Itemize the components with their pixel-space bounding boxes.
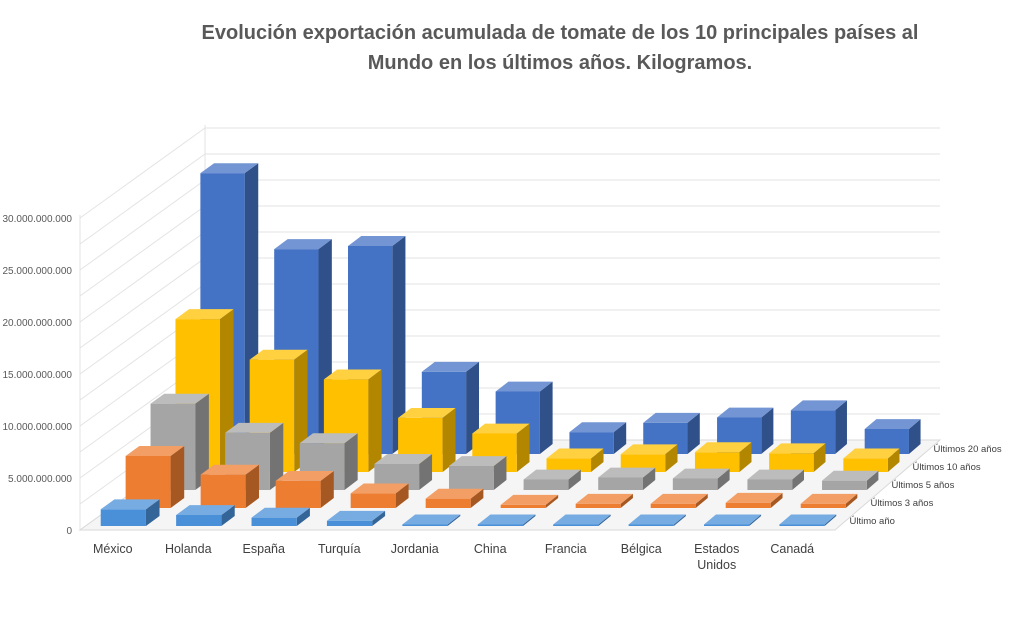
bar <box>350 483 409 508</box>
x-category-label: Turquía <box>318 542 361 556</box>
bar <box>275 471 334 508</box>
series-label: Últimos 3 años <box>871 498 934 509</box>
x-category-label: Estados Unidos <box>694 542 739 572</box>
series-labels: Último año Últimos 3 años Últimos 5 años Úl… <box>850 444 1002 527</box>
y-axis: 0 5.000.000.000 10.000.000.000 15.000.000.0… <box>2 214 72 537</box>
bar <box>125 446 185 508</box>
bar <box>546 448 604 472</box>
bar <box>725 492 783 508</box>
bar <box>100 499 160 526</box>
bar <box>790 400 847 454</box>
series-label: Últimos 5 años <box>892 480 955 491</box>
x-category-label: Bélgica <box>621 542 662 556</box>
x-category-label: Jordania <box>391 542 439 556</box>
chart-bars <box>100 163 921 526</box>
y-tick-label: 10.000.000.000 <box>2 422 72 433</box>
bar <box>569 422 627 454</box>
bar <box>864 419 921 454</box>
x-category-label: Holanda <box>165 542 212 556</box>
bar <box>628 514 686 526</box>
bar <box>402 514 461 526</box>
bar <box>769 443 826 472</box>
y-tick-label: 30.000.000.000 <box>2 214 72 225</box>
bar <box>620 444 678 472</box>
bar <box>694 442 752 472</box>
series-label: Últimos 20 años <box>934 444 1002 455</box>
bar <box>523 469 581 490</box>
bar <box>553 514 611 526</box>
bar <box>598 467 656 490</box>
bar <box>822 470 879 490</box>
bar <box>326 510 386 526</box>
x-category-label: Canadá <box>770 542 814 556</box>
bar <box>575 493 633 508</box>
bar <box>779 514 837 526</box>
x-axis: México Holanda España Turquía Jordania China F… <box>93 542 814 572</box>
bar <box>176 505 235 526</box>
bar <box>843 448 900 472</box>
y-tick-label: 15.000.000.000 <box>2 370 72 381</box>
x-category-label: México <box>93 542 133 556</box>
y-tick-label: 0 <box>66 526 72 537</box>
bar <box>200 464 259 508</box>
x-category-label: España <box>243 542 285 556</box>
bar <box>747 469 805 490</box>
bar <box>477 514 536 526</box>
bar <box>448 456 507 490</box>
bar <box>800 493 858 508</box>
x-category-label: Francia <box>545 542 587 556</box>
y-tick-label: 5.000.000.000 <box>8 474 72 485</box>
bar <box>650 493 708 508</box>
bar <box>251 507 310 526</box>
series-label: Últimos 10 años <box>913 462 981 473</box>
bar <box>703 514 762 526</box>
y-tick-label: 20.000.000.000 <box>2 318 72 329</box>
chart-title: Evolución exportación acumulada de tomat… <box>201 22 919 74</box>
y-tick-label: 25.000.000.000 <box>2 266 72 277</box>
bar <box>374 454 433 490</box>
series-label: Último año <box>850 516 895 527</box>
bar <box>672 468 730 490</box>
bar <box>425 488 484 508</box>
bar <box>500 494 559 508</box>
x-category-label: China <box>474 542 507 556</box>
